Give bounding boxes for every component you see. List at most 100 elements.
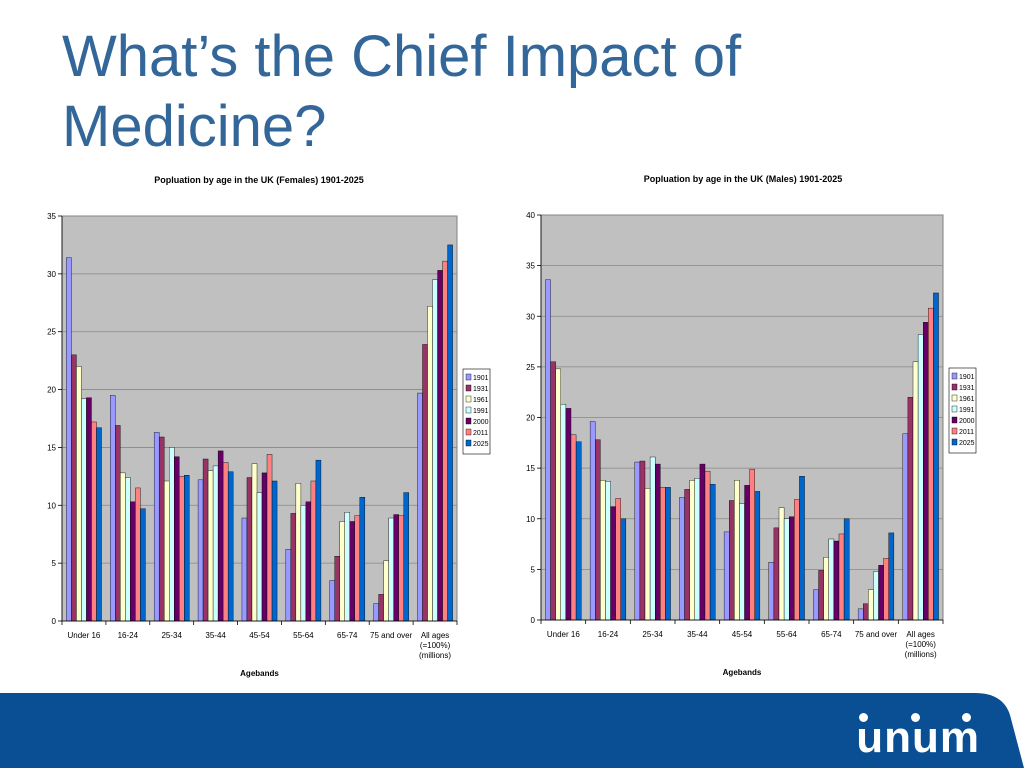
bar xyxy=(246,477,253,622)
bar xyxy=(202,458,209,622)
bar xyxy=(655,463,661,621)
bar xyxy=(912,361,919,621)
y-tick-label: 0 xyxy=(531,616,536,625)
bar xyxy=(694,478,701,621)
bar xyxy=(665,487,671,621)
x-tick-label: 75 and over xyxy=(855,630,898,639)
x-tick-label: 45-54 xyxy=(249,631,270,640)
bar xyxy=(207,470,214,622)
y-tick-label: 25 xyxy=(526,363,535,372)
x-tick-label: (=100%) xyxy=(420,641,451,650)
bar xyxy=(709,484,716,621)
bar xyxy=(754,491,761,621)
bar xyxy=(184,475,190,622)
bar xyxy=(600,480,606,621)
bar xyxy=(256,492,263,622)
bar xyxy=(447,244,453,622)
legend-label: 1991 xyxy=(473,408,489,415)
bar xyxy=(115,425,121,622)
bar xyxy=(403,492,409,622)
bar xyxy=(378,594,384,622)
bar xyxy=(66,257,72,622)
y-tick-label: 5 xyxy=(52,559,57,568)
bar xyxy=(634,461,641,621)
bar xyxy=(689,480,695,621)
legend-swatch xyxy=(465,395,472,403)
x-tick-label: Under 16 xyxy=(547,630,580,639)
legend-label: 1961 xyxy=(959,396,975,403)
x-tick-label: 35-44 xyxy=(205,631,226,640)
bar xyxy=(437,270,443,622)
bar xyxy=(158,436,165,622)
bar xyxy=(610,506,616,621)
legend-swatch xyxy=(951,438,958,446)
bar xyxy=(883,558,889,621)
y-tick-label: 10 xyxy=(526,515,535,524)
x-tick-label: 35-44 xyxy=(687,630,708,639)
bar xyxy=(285,549,292,622)
bar xyxy=(933,292,939,621)
bar xyxy=(902,433,909,621)
x-tick-label: 55-64 xyxy=(776,630,797,639)
bar xyxy=(383,560,389,622)
bar xyxy=(545,279,551,621)
bar xyxy=(251,463,258,622)
bar xyxy=(339,521,345,622)
bar xyxy=(241,517,248,622)
bar xyxy=(329,580,335,622)
bar xyxy=(734,480,740,621)
x-tick-label: 16-24 xyxy=(118,631,139,640)
bar xyxy=(110,395,116,622)
legend-swatch xyxy=(465,406,472,414)
bar xyxy=(838,533,845,621)
chart-title: Popluation by age in the UK (Males) 1901… xyxy=(644,174,843,184)
legend-label: 1931 xyxy=(473,386,489,393)
bar xyxy=(907,397,914,621)
y-tick-label: 35 xyxy=(526,262,535,271)
bar xyxy=(768,562,775,621)
bar xyxy=(679,497,685,621)
legend-label: 2025 xyxy=(959,440,975,447)
bar xyxy=(789,516,795,621)
legend-swatch xyxy=(465,417,472,425)
bar xyxy=(744,485,750,621)
bar xyxy=(644,488,651,621)
bar xyxy=(873,571,879,621)
footer-band xyxy=(0,693,1024,768)
x-tick-label: 65-74 xyxy=(821,630,842,639)
bar xyxy=(660,487,666,621)
bar xyxy=(217,450,224,622)
y-tick-label: 25 xyxy=(47,328,56,337)
legend-swatch xyxy=(951,383,958,391)
legend-swatch xyxy=(951,372,958,380)
x-tick-label: 65-74 xyxy=(337,631,358,640)
bar xyxy=(388,517,394,622)
bar xyxy=(120,472,126,622)
bar xyxy=(560,404,567,621)
x-tick-label: (millions) xyxy=(419,651,451,660)
x-tick-label: (millions) xyxy=(905,650,937,659)
legend-label: 2011 xyxy=(959,429,974,436)
x-tick-label: All ages xyxy=(421,631,449,640)
bar xyxy=(605,481,611,621)
x-tick-label: 25-34 xyxy=(161,631,182,640)
y-tick-label: 40 xyxy=(526,211,535,220)
logo-dot xyxy=(962,713,971,722)
bar xyxy=(135,487,141,622)
bar xyxy=(91,421,97,622)
y-tick-label: 30 xyxy=(526,312,535,321)
bar xyxy=(359,496,366,622)
legend-swatch xyxy=(465,384,472,392)
bar xyxy=(550,361,556,621)
bar xyxy=(888,532,895,621)
bar xyxy=(699,463,706,621)
x-axis-label: Agebands xyxy=(723,668,762,677)
legend-swatch xyxy=(951,427,958,435)
bar xyxy=(393,514,399,622)
bar xyxy=(76,366,82,622)
bar xyxy=(917,334,924,621)
bar xyxy=(169,447,175,622)
legend-swatch xyxy=(951,405,958,413)
x-tick-label: All ages xyxy=(906,630,934,639)
